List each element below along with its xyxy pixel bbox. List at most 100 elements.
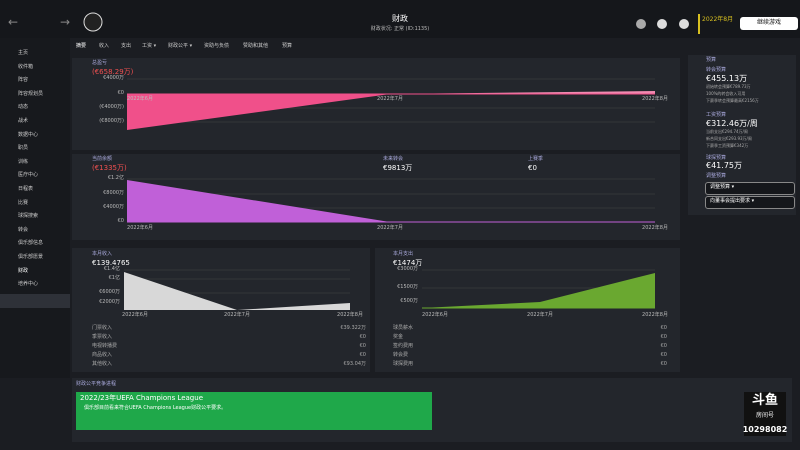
club-logo: [83, 12, 103, 32]
row-value: €0: [359, 352, 366, 358]
menu-item[interactable]: 战术: [18, 118, 29, 124]
menu-item[interactable]: 比赛: [18, 199, 29, 206]
stat-label: 上赛季: [528, 156, 544, 162]
row-value: €93.04万: [343, 361, 367, 367]
stat-value: €9813万: [383, 164, 413, 172]
x-label: 2022年7月: [224, 312, 250, 318]
y-label: €1.4亿: [103, 266, 120, 272]
profit-area: [390, 91, 655, 94]
y-label: (€4000万): [99, 104, 124, 110]
y-label: €0: [117, 90, 124, 96]
row-value: €0: [660, 343, 667, 349]
tab[interactable]: 预算: [282, 43, 293, 49]
menu-item[interactable]: 俱乐部愿景: [18, 254, 44, 260]
tab[interactable]: 收入: [99, 43, 110, 49]
x-label: 2022年8月: [337, 312, 363, 318]
button-label[interactable]: 调整预算 ▾: [710, 184, 735, 190]
x-label: 2022年7月: [377, 96, 403, 102]
button-label[interactable]: 向董事会提出要求 ▾: [710, 198, 755, 204]
tab-bar: [72, 40, 792, 54]
sidebar-active: [0, 294, 70, 308]
budget-label: 球探预算: [706, 155, 727, 161]
menu-item[interactable]: 俱乐部信息: [18, 240, 44, 247]
menu-item[interactable]: 训练: [18, 158, 29, 165]
section-heading: 财政公平竞争进程: [76, 381, 117, 387]
y-label: €6000万: [99, 289, 120, 295]
x-label: 2022年6月: [422, 312, 448, 318]
back-arrow: ←: [8, 15, 18, 29]
row-value: €0: [660, 361, 667, 367]
page-subtitle: 财政状况: 正常 (ID:1135): [370, 26, 430, 32]
forward-arrow: →: [60, 15, 70, 29]
menu-item[interactable]: 职员: [18, 145, 29, 152]
row-value: €0: [660, 325, 667, 331]
budget-value: €455.13万: [706, 74, 748, 83]
menu-item[interactable]: 转会: [18, 226, 29, 233]
tab[interactable]: 资助与负债: [204, 43, 230, 49]
tab[interactable]: 摘要: [76, 43, 87, 49]
balance-area: [127, 180, 390, 222]
ffp-box: [76, 392, 432, 430]
menu-item[interactable]: 财政: [18, 267, 29, 274]
row-label: 球探费用: [393, 361, 414, 367]
note: 下赛季工资预算€342万: [706, 143, 749, 148]
row-value: €0: [660, 334, 667, 340]
menu-item[interactable]: 日程表: [18, 186, 34, 192]
row-label: 奖金: [393, 334, 404, 340]
menu-item[interactable]: 收件箱: [18, 63, 34, 70]
x-label: 2022年7月: [377, 225, 403, 231]
date: 2022年8月: [702, 16, 734, 23]
menu-item[interactable]: 阵容规划员: [18, 90, 44, 97]
y-label: €4000万: [103, 204, 124, 210]
chart-title: 当前余额: [92, 156, 113, 162]
icon[interactable]: [636, 19, 646, 29]
panel-expense: [375, 248, 680, 372]
tab[interactable]: 工资 ▾: [142, 43, 157, 49]
x-label: 2022年6月: [127, 225, 153, 231]
icon[interactable]: [657, 19, 667, 29]
y-label: €3000万: [397, 266, 418, 272]
row-label: 商品收入: [92, 352, 113, 358]
icon[interactable]: [679, 19, 689, 29]
section-heading: 预算: [706, 57, 717, 63]
note: 100%的转会收入可用: [706, 91, 746, 96]
chart-value: €139.4765: [92, 259, 130, 267]
continue-label[interactable]: 继续游戏: [756, 19, 782, 26]
y-label: €4000万: [103, 75, 124, 81]
chart-value: €1474万: [393, 259, 423, 267]
stat-label: 未来转会: [383, 156, 404, 162]
watermark-room: 房间号: [755, 412, 775, 419]
watermark-bg: [744, 392, 786, 436]
menu-item[interactable]: 球探搜索: [18, 213, 39, 220]
menu-item[interactable]: 培养中心: [18, 281, 39, 288]
budget-label: 工资预算: [706, 112, 727, 118]
y-label: €0: [117, 218, 124, 224]
menu-item[interactable]: 动态: [18, 104, 29, 111]
menu-item[interactable]: 医疗中心: [18, 172, 39, 179]
button[interactable]: [705, 182, 795, 195]
budget-value: €312.46万/周: [706, 119, 758, 128]
budget-label: 转会预算: [706, 67, 727, 73]
tab[interactable]: 支出: [121, 43, 132, 49]
row-value: €0: [359, 334, 366, 340]
tab[interactable]: 财政公平 ▾: [168, 43, 193, 49]
note: 新合同支出€293.93万/周: [706, 136, 752, 141]
note: 下赛季转会预算最高€2156万: [706, 98, 759, 103]
menu-item[interactable]: 数据中心: [18, 131, 39, 138]
x-label: 2022年6月: [122, 312, 148, 318]
x-label: 2022年7月: [527, 312, 553, 318]
expense-area: [422, 273, 655, 308]
tab[interactable]: 赞助和其他: [243, 43, 269, 49]
watermark-id: 10298082: [742, 425, 788, 434]
button[interactable]: [705, 196, 795, 209]
row-label: 其他收入: [92, 361, 113, 367]
sidebar: [0, 38, 70, 378]
menu-item[interactable]: 阵容: [18, 77, 29, 84]
continue-button[interactable]: [740, 17, 798, 30]
row-value: €0: [660, 352, 667, 358]
row-label: 季票收入: [92, 334, 113, 340]
menu-item[interactable]: 主页: [18, 50, 29, 56]
watermark-brand: 斗鱼: [751, 393, 779, 408]
